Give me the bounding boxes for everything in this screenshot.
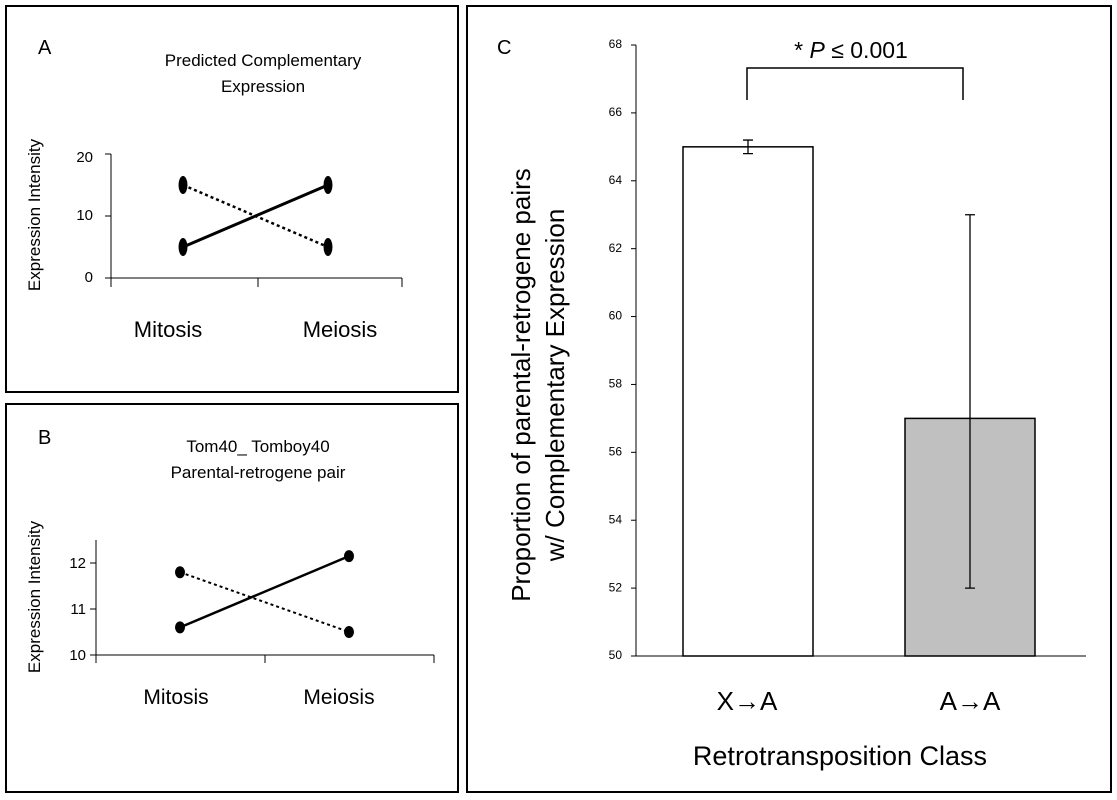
panel-c-y-axis-label: Proportion of parental-retrogene pairs w…	[506, 168, 570, 602]
panel-c: C Proportion of parental-retrogene pairs…	[466, 5, 1112, 793]
panel-c-category-a-to-a: A→A	[940, 686, 1001, 716]
panel-a-y-tick-label-0: 0	[85, 269, 93, 286]
panel-c-y-axis-label-line-1: Proportion of parental-retrogene pairs	[506, 168, 536, 602]
panel-b-y-tick-label-0: 10	[69, 647, 86, 664]
panel-a-y-axis-label: Expression Intensity	[25, 138, 44, 291]
panel-a-y-tick-label-1: 10	[76, 207, 93, 224]
panel-b-y-tick-label-2: 12	[69, 555, 86, 572]
panel-a-series-dotted-line	[182, 183, 329, 249]
panel-a: A Predicted Complementary Expression Exp…	[5, 5, 459, 393]
panel-c-bar-x-to-a	[682, 146, 814, 657]
panel-b-category-mitosis: Mitosis	[143, 686, 208, 709]
panel-b-frame	[5, 403, 459, 793]
panel-c-y-tick-label-7: 64	[609, 173, 623, 187]
panel-c-annotation-star: *	[794, 37, 809, 63]
panel-c-y-tick-label-8: 66	[609, 105, 623, 119]
panel-b-label: B	[38, 427, 51, 449]
panel-b-point-dotted-mitosis	[175, 566, 185, 579]
panel-c-error-bar-x-to-a	[743, 139, 753, 155]
panel-b-title-line-1: Tom40_ Tomboy40	[186, 437, 329, 456]
panel-a-title-line-2: Expression	[221, 77, 305, 96]
panel-b: B Tom40_ Tomboy40 Parental-retrogene pai…	[5, 403, 459, 793]
panel-c-annotation-p: P	[810, 37, 826, 63]
panel-c-bars	[682, 146, 1036, 657]
panel-c-y-axis-label-line-2: w/ Complementary Expression	[540, 209, 570, 563]
panel-b-title-line-2: Parental-retrogene pair	[171, 463, 346, 482]
panel-c-y-tick-label-0: 50	[609, 648, 623, 662]
panel-a-title-line-1: Predicted Complementary	[165, 51, 362, 70]
panel-b-series-dotted-line	[179, 571, 350, 633]
panel-c-error-bars	[743, 139, 975, 589]
panel-a-y-tick-label-2: 20	[76, 149, 93, 166]
panel-c-y-ticks: 50 52 54 56 58 60 62 64 66 68	[609, 37, 636, 662]
panel-c-y-tick-label-5: 60	[609, 309, 623, 323]
panel-a-point-solid-meiosis	[323, 176, 333, 194]
panel-c-error-bar-a-to-a	[965, 214, 975, 589]
panel-b-plot	[175, 550, 354, 638]
panel-a-point-solid-mitosis	[178, 238, 188, 256]
panel-c-significance-bracket	[746, 67, 964, 100]
panel-a-frame	[5, 5, 459, 393]
panel-a-label: A	[38, 37, 52, 59]
panel-c-significance-annotation: * P ≤ 0.001	[794, 37, 908, 63]
panel-c-y-tick-label-6: 62	[609, 241, 623, 255]
panel-b-y-axis-label: Expression Intensity	[25, 520, 44, 673]
panel-c-category-x-to-a: X→A	[717, 686, 778, 716]
panel-c-label: C	[497, 37, 511, 59]
panel-c-y-tick-label-1: 52	[609, 580, 623, 594]
panel-c-frame	[466, 5, 1112, 793]
panel-b-point-solid-mitosis	[175, 621, 185, 634]
panel-b-category-meiosis: Meiosis	[303, 686, 374, 709]
panel-a-category-mitosis: Mitosis	[134, 317, 202, 342]
panel-a-point-dotted-meiosis	[323, 238, 333, 256]
panel-a-category-meiosis: Meiosis	[303, 317, 378, 342]
panel-b-y-tick-label-1: 11	[70, 601, 86, 618]
panel-b-point-solid-meiosis	[344, 550, 354, 563]
panel-a-point-dotted-mitosis	[178, 176, 188, 194]
panel-c-y-tick-label-9: 68	[609, 37, 623, 51]
panel-b-series-solid-line	[179, 554, 350, 629]
panel-c-annotation-threshold: ≤ 0.001	[825, 37, 908, 63]
panel-a-plot	[178, 176, 333, 256]
panel-b-point-dotted-meiosis	[344, 626, 354, 638]
panel-c-y-tick-label-2: 54	[609, 512, 623, 526]
panel-c-y-tick-label-3: 56	[609, 445, 623, 459]
panel-c-x-axis-label: Retrotransposition Class	[693, 741, 987, 771]
panel-c-y-tick-label-4: 58	[609, 377, 623, 391]
